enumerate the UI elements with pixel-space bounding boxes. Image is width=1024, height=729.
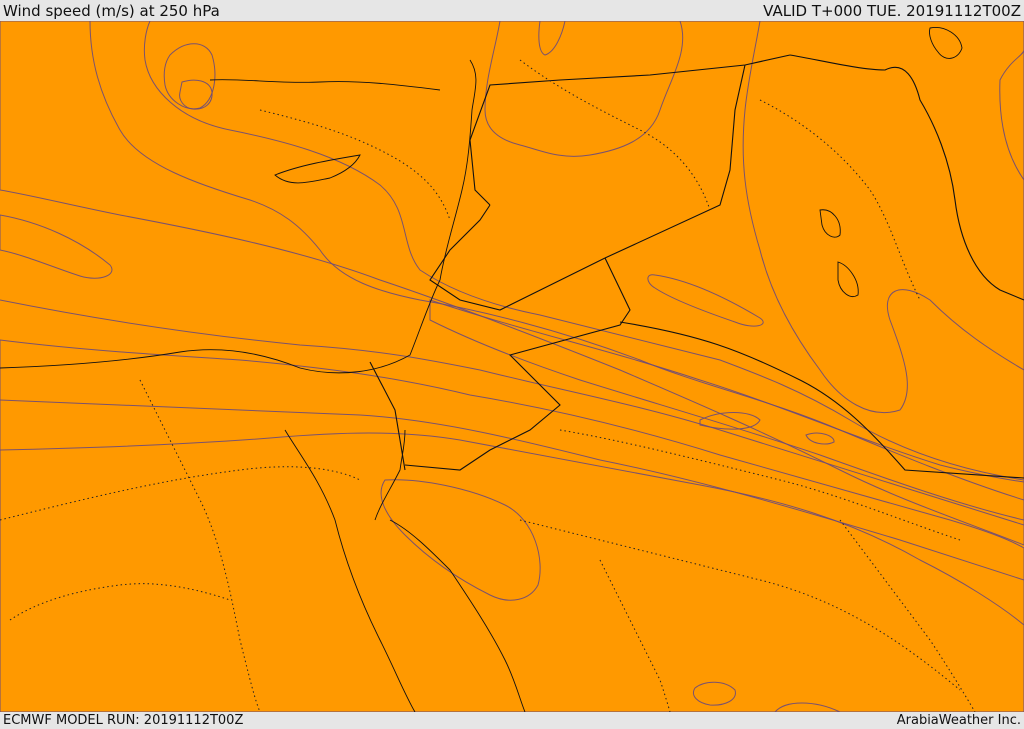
band-dark-orange-west — [0, 214, 113, 279]
band-white-nw — [179, 79, 213, 110]
band-red-core — [380, 479, 541, 601]
border-iraq-saudi — [619, 321, 1024, 479]
model-run: ECMWF MODEL RUN: 20191112T00Z — [3, 713, 244, 728]
border-iraq-iran — [789, 54, 1024, 301]
band-peach-blob — [647, 274, 764, 327]
lake-sevan — [837, 261, 859, 297]
border-syria-turkey — [469, 54, 791, 206]
border-syria-iraq — [429, 204, 606, 311]
band-red-south — [693, 681, 736, 706]
band-red-orange — [0, 432, 1024, 712]
band-peach-nw — [163, 43, 216, 110]
band-peach-east — [742, 21, 1024, 414]
bottom-bar: ECMWF MODEL RUN: 20191112T00Z ArabiaWeat… — [0, 712, 1024, 729]
map-canvas[interactable] — [0, 21, 1024, 712]
coast-mediterranean — [0, 279, 441, 374]
coast-gulf-suez — [284, 429, 416, 712]
band-amber — [0, 21, 1024, 546]
coast-turkey — [209, 79, 441, 91]
credit: ArabiaWeather Inc. — [896, 713, 1021, 728]
cyprus — [274, 154, 361, 184]
border-jordan-saudi — [404, 257, 631, 471]
band-yellow — [143, 21, 1024, 481]
border-iraq-west — [604, 64, 746, 259]
map-title: Wind speed (m/s) at 250 hPa — [3, 1, 220, 20]
border-egypt-israel — [369, 361, 406, 471]
band-dark-orange — [0, 339, 1024, 712]
band-peach-north — [538, 21, 566, 56]
band-orange — [0, 21, 1024, 712]
band-red-south2 — [774, 702, 841, 712]
lake-urmia — [819, 209, 841, 238]
top-bar: Wind speed (m/s) at 250 hPa VALID T+000 … — [0, 0, 1024, 21]
coast-levant — [439, 59, 477, 281]
coast-aqaba — [374, 429, 406, 521]
lake-van — [929, 27, 963, 59]
coast-red-sea-east — [389, 519, 526, 712]
valid-time: VALID T+000 TUE. 20191112T00Z — [763, 1, 1021, 20]
